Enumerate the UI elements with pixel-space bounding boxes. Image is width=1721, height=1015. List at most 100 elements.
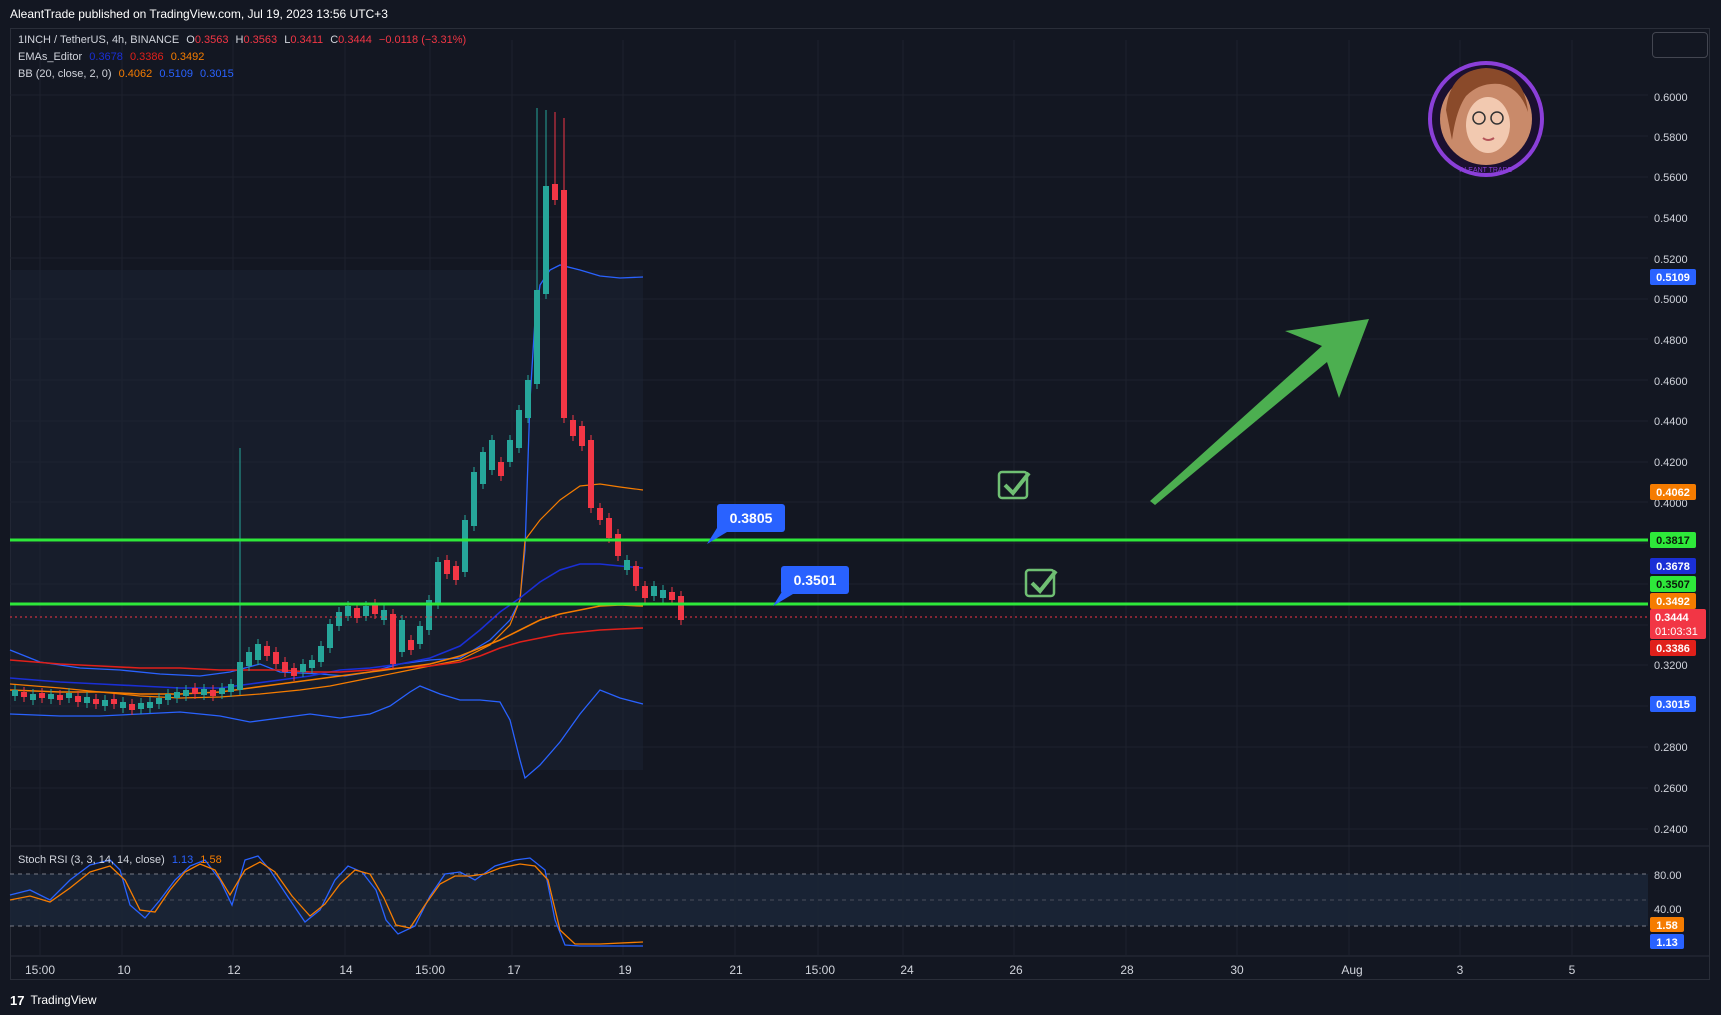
candle-body [210,690,216,696]
high-label: H [235,34,244,46]
candle-body [444,560,450,574]
price-tick: 0.5200 [1654,254,1688,266]
candle-body [660,590,666,598]
candle-body [237,662,243,690]
check-icon-top [997,470,1031,500]
candle-body [381,610,387,620]
candle-body [426,600,432,630]
candle-body [282,662,288,672]
price-tick: 0.4000 [1654,498,1688,510]
candle-body [624,560,630,570]
candle-body [201,689,207,695]
price-axis[interactable]: 0.6000 0.5800 0.5600 0.5400 0.5200 0.5000 0.48… [1654,92,1688,836]
candle-body [30,694,36,700]
bb-legend[interactable]: BB (20, close, 2, 0) 0.4062 0.5109 0.301… [18,68,238,80]
candle-body [336,612,342,626]
footer-brand[interactable]: TradingView [30,993,97,1007]
badge-stoch-d-text: 1.58 [1656,920,1677,932]
badge-ema-red: 0.3386 [1650,640,1696,656]
candle-body [273,652,279,664]
time-tick: 12 [227,963,241,977]
candle-body [507,440,513,462]
time-tick: 15:00 [415,963,445,977]
candle-body [93,699,99,704]
candle-body [255,644,261,660]
bb-lower-line [9,685,644,780]
candle-body [174,692,180,698]
candle-body [606,518,612,538]
candle-body [579,426,585,446]
ema-legend[interactable]: EMAs_Editor 0.3678 0.3386 0.3492 [18,51,208,63]
symbol-legend[interactable]: 1INCH / TetherUS, 4h, BINANCE O0.3563 H0… [18,34,470,46]
badge-level-low: 0.3507 [1650,576,1696,592]
badge-bb-upper: 0.5109 [1650,269,1696,285]
candle-body [48,694,54,699]
candle-body [75,696,81,702]
candle-body [84,697,90,703]
badge-ema-red-text: 0.3386 [1656,643,1690,655]
candle-body [21,692,27,697]
candle-body [480,452,486,484]
candle-body [264,646,270,656]
avatar-ring-text: ALEANT TRADE [1460,167,1513,174]
candle-body [669,592,675,600]
candle-body [219,688,225,694]
candle-body [678,596,684,620]
ema-value-2: 0.3386 [129,51,164,63]
bb-title: BB (20, close, 2, 0) [18,68,112,80]
price-tick: 0.5600 [1654,172,1688,184]
callout-top[interactable]: 0.3805 [707,504,785,544]
candle-body [489,440,495,470]
badge-stoch-k: 1.13 [1650,934,1684,949]
candle-body [120,702,126,708]
candle-body [417,626,423,644]
badge-last-price: 0.3444 01:03:31 [1650,609,1706,639]
candle-body [399,620,405,652]
candle-body [111,699,117,704]
candle-body [156,698,162,704]
time-axis[interactable]: 15:00 10 12 14 15:00 17 19 21 15:00 24 26 28 30 Aug 3 5 [25,963,1576,977]
candle-body [300,664,306,672]
bullish-arrow-icon [1150,319,1369,505]
price-tick: 0.3200 [1654,660,1688,672]
badge-ema-orange-text: 0.3492 [1656,596,1690,608]
badge-stoch-k-text: 1.13 [1656,937,1677,949]
tradingview-logo-icon: 17 [10,992,25,1008]
candle-body [642,586,648,598]
candle-body [165,694,171,700]
candle-body [138,703,144,709]
price-tick: 0.2600 [1654,783,1688,795]
time-tick: 15:00 [25,963,55,977]
change-value: −0.0118 (−3.31%) [378,34,467,46]
candle-body [597,508,603,520]
badge-ema-blue-text: 0.3678 [1656,561,1690,573]
price-tick: 0.2800 [1654,742,1688,754]
stoch-k-line [9,855,643,947]
stoch-title: Stoch RSI (3, 3, 14, 14, close) [18,854,165,866]
time-tick: 21 [729,963,743,977]
stoch-k-value: 1.13 [171,854,194,866]
badge-bb-upper-text: 0.5109 [1656,272,1690,284]
candle-body [246,652,252,666]
time-tick: 30 [1230,963,1244,977]
time-tick: 14 [339,963,353,977]
candle-body [12,690,18,696]
chart-menu-button[interactable] [1652,32,1708,58]
badge-ema-blue: 0.3678 [1650,558,1696,574]
price-tick: 0.4400 [1654,416,1688,428]
candle-body [543,186,549,294]
badge-countdown-text: 01:03:31 [1655,626,1698,638]
price-tick: 0.5000 [1654,294,1688,306]
candles-group [12,108,684,715]
low-label: L [284,34,291,46]
time-tick: 10 [117,963,131,977]
stoch-tick-80: 80.00 [1654,870,1682,882]
candle-body [354,608,360,618]
time-tick: 24 [900,963,914,977]
candle-body [318,646,324,662]
stoch-legend[interactable]: Stoch RSI (3, 3, 14, 14, close) 1.13 1.5… [18,854,226,866]
callout-low[interactable]: 0.3501 [773,566,849,606]
stoch-tick-40: 40.00 [1654,904,1682,916]
badge-bb-lower-text: 0.3015 [1656,699,1690,711]
